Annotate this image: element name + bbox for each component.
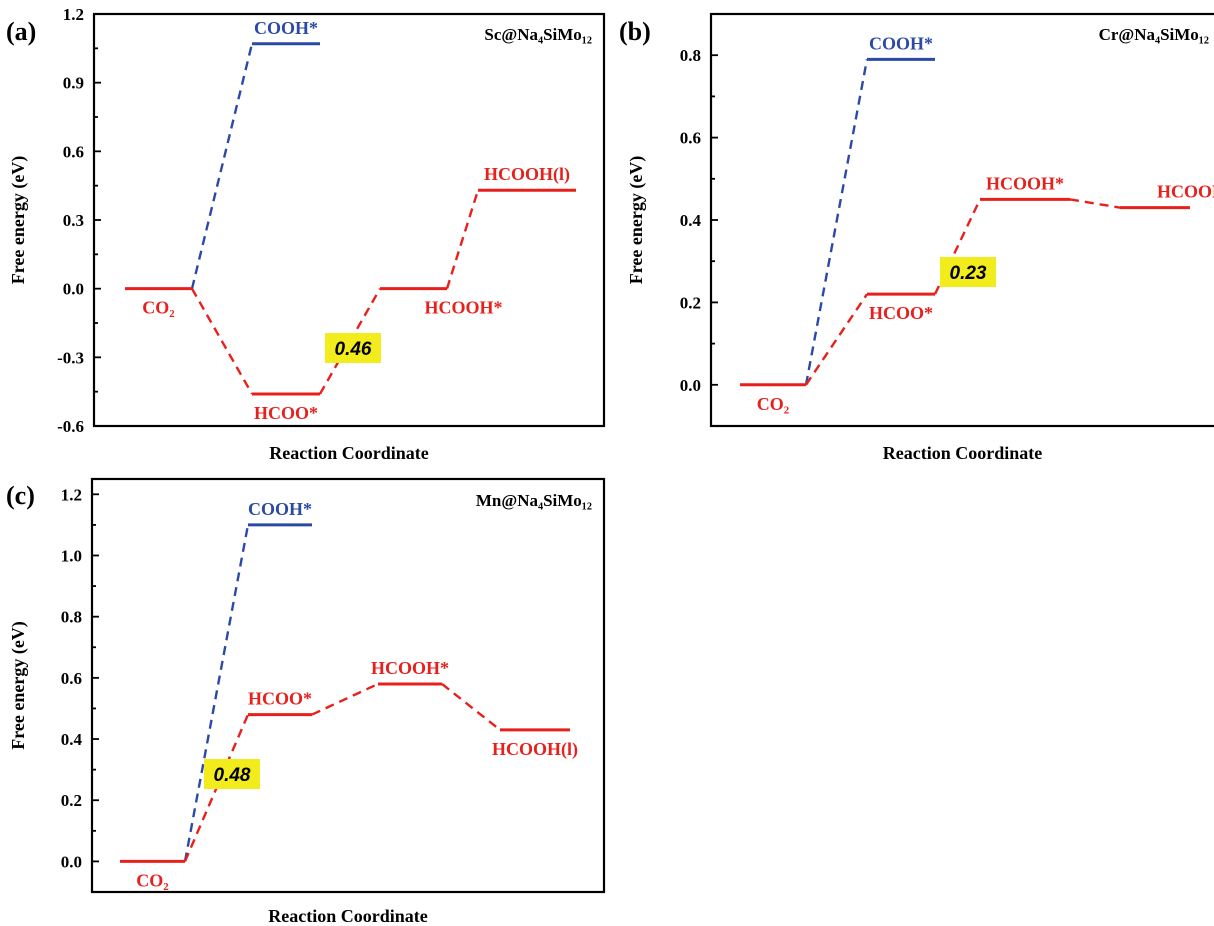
state-label: COOH* <box>254 18 318 38</box>
y-axis-label: Free energy (eV) <box>8 621 29 750</box>
chart-title: Cr@Na₄SiMo₁₂ <box>1099 25 1209 44</box>
barrier-value: 0.46 <box>335 339 372 360</box>
y-tick-label: 0.6 <box>680 129 701 148</box>
red-path-connector <box>1069 198 1121 209</box>
y-tick-label: 0.2 <box>61 791 82 810</box>
red-path-connector <box>441 683 501 731</box>
x-axis-label: Reaction Coordinate <box>883 443 1042 463</box>
barrier-value: 0.23 <box>950 263 987 284</box>
state-label: HCOO* <box>254 403 318 423</box>
state-label: HCOOH(l) <box>1157 182 1214 203</box>
y-tick-label: 0.8 <box>680 46 701 65</box>
state-label: CO₂ <box>136 870 168 890</box>
chart-panel-c: 0.0 0.2 0.4 0.6 0.8 1.0 1.2 Reaction Coordinate… <box>6 477 606 926</box>
barrier-value: 0.48 <box>214 765 251 786</box>
y-tick-label: -0.3 <box>57 348 84 367</box>
y-tick-label: 0.8 <box>61 608 82 627</box>
y-tick-label: 0.0 <box>680 376 701 395</box>
red-path-connector <box>805 293 868 386</box>
y-tick-label: 1.2 <box>63 5 84 24</box>
state-label: COOH* <box>248 499 312 519</box>
y-tick-label: 0.4 <box>61 730 83 749</box>
state-label: HCOOH* <box>371 658 449 678</box>
y-tick-label: 0.4 <box>680 211 702 230</box>
x-axis-label: Reaction Coordinate <box>269 443 428 463</box>
y-tick-label: 0.3 <box>63 211 84 230</box>
blue-path-connector <box>183 524 250 862</box>
y-tick-label: 0.6 <box>63 142 84 161</box>
barrier-highlight <box>204 759 260 789</box>
barrier-highlight <box>325 333 381 363</box>
state-label: HCOO* <box>248 689 312 709</box>
state-label: CO₂ <box>142 298 174 318</box>
chart-panel-a: -0.6 -0.3 0.0 0.3 0.6 0.9 1.2 Reaction Coordina… <box>6 5 606 463</box>
state-label: HCOOH* <box>986 173 1064 193</box>
y-tick-label: 0.6 <box>61 669 82 688</box>
y-tick-label: 1.0 <box>61 546 82 565</box>
x-axis-label: Reaction Coordinate <box>268 906 427 926</box>
state-label: HCOOH(l) <box>484 164 570 185</box>
state-label: HCOOH* <box>424 298 502 318</box>
panel-label: (c) <box>6 481 35 510</box>
state-label: HCOO* <box>869 303 933 323</box>
chart-panel-b: 0.0 0.2 0.4 0.6 0.8 Reaction Coordinate Free e… <box>619 12 1214 463</box>
red-path-connector <box>190 288 254 395</box>
red-path-connector <box>311 682 379 716</box>
state-label: COOH* <box>869 33 933 53</box>
state-label: HCOOH(l) <box>492 739 578 760</box>
y-tick-label: 1.2 <box>61 485 82 504</box>
y-tick-label: -0.6 <box>57 417 84 436</box>
panel-label: (a) <box>6 17 36 46</box>
y-tick-label: 0.2 <box>680 293 701 312</box>
plot-frame <box>90 477 606 894</box>
y-tick-label: 0.0 <box>61 852 82 871</box>
barrier-highlight <box>940 257 996 287</box>
panel-label: (b) <box>619 17 651 46</box>
y-tick-label: 0.0 <box>63 280 84 299</box>
red-path-connector <box>445 189 480 290</box>
y-axis-label: Free energy (eV) <box>8 156 29 285</box>
plot-frame <box>709 12 1214 428</box>
blue-path-connector <box>190 43 254 289</box>
y-axis-label: Free energy (eV) <box>626 156 647 285</box>
y-tick-label: 0.9 <box>63 74 84 93</box>
blue-path-connector <box>804 59 869 386</box>
chart-title: Mn@Na₄SiMo₁₂ <box>476 491 592 510</box>
state-label: CO₂ <box>757 394 789 414</box>
plot-frame <box>92 12 606 428</box>
chart-title: Sc@Na₄SiMo₁₂ <box>484 25 592 44</box>
